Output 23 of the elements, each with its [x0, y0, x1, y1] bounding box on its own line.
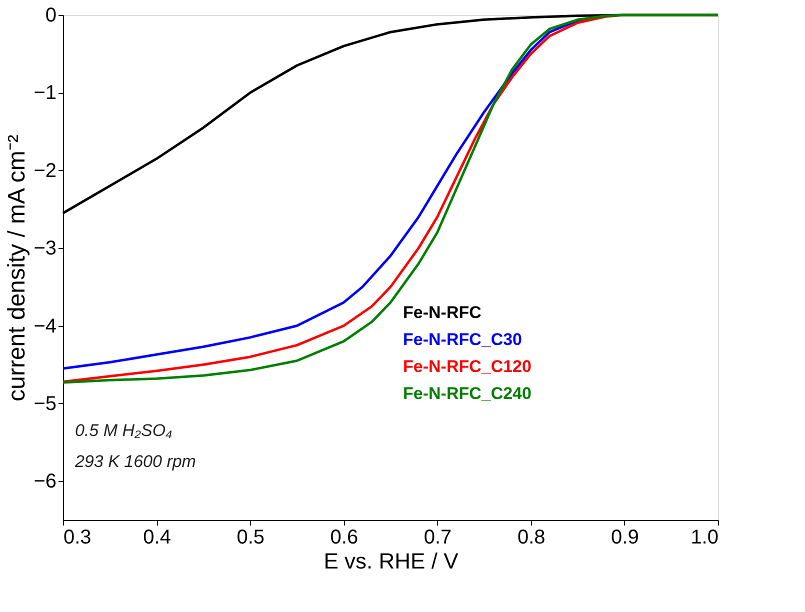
y-tick-label: −1 [34, 82, 56, 104]
text: Fe-N-RFC_C30 [403, 330, 522, 349]
text: Fe-N-RFC [403, 303, 482, 322]
text: Fe-N-RFC_C240 [403, 384, 532, 403]
y-tick-label: −6 [34, 470, 56, 493]
x-tick-label: 0.7 [424, 526, 452, 548]
y-axis-title: current density / mA cm⁻² [4, 134, 31, 402]
y-tick-label: −2 [34, 160, 56, 182]
x-tick-label: 0.4 [143, 526, 171, 548]
x-tick-label: 0.8 [517, 526, 546, 548]
x-tick-label: 0.6 [330, 526, 358, 548]
x-axis-title: E vs. RHE / V [324, 548, 459, 574]
text: Fe-N-RFC_C120 [403, 357, 532, 376]
x-tick-label: 1.0 [690, 526, 718, 548]
y-tick-label: 0 [45, 4, 56, 26]
annotation: 293 K 1600 rpm [74, 452, 196, 471]
annotation: 0.5 M H₂SO₄ [75, 421, 173, 440]
x-tick-label: 0.5 [236, 526, 265, 548]
x-tick-label: 0.9 [611, 526, 639, 548]
x-tick-label: 0.3 [64, 526, 92, 548]
y-tick-label: −4 [34, 315, 56, 338]
y-tick-label: −3 [34, 238, 56, 260]
y-tick-label: −5 [34, 392, 56, 415]
